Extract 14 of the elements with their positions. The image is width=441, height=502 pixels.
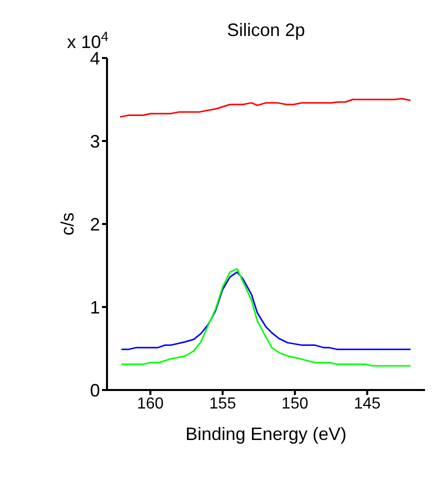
y-axis-title: c/s — [57, 212, 78, 236]
x-tick-label: 155 — [209, 395, 236, 412]
line-series — [120, 271, 412, 350]
line-series — [120, 268, 412, 367]
y-tick-label: 1 — [90, 297, 100, 318]
x-axis-title: Binding Energy (eV) — [185, 424, 347, 444]
y-tick-label: 2 — [90, 214, 100, 234]
x-tick-label: 145 — [354, 395, 381, 412]
y-tick-label: 3 — [90, 131, 100, 152]
x-tick-label: 150 — [282, 395, 308, 412]
y-tick-label: 0 — [90, 380, 100, 400]
x-tick-label: 160 — [137, 395, 164, 412]
line-series — [119, 98, 412, 118]
chart-title: Silicon 2p — [226, 20, 306, 40]
